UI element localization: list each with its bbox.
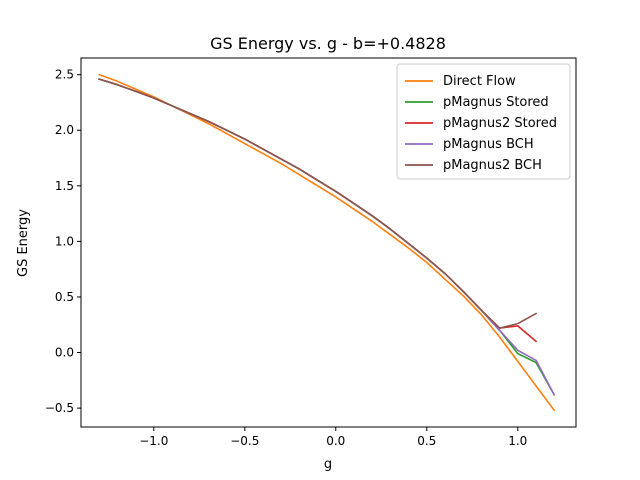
legend-label-pmagnus2-stored: pMagnus2 Stored (443, 116, 557, 131)
x-tick-label: −1.0 (139, 434, 168, 448)
legend-label-pmagnus-stored: pMagnus Stored (443, 95, 549, 110)
y-tick-label: 0.5 (55, 290, 74, 304)
series-layer (98, 73, 556, 412)
y-tick-label: 1.5 (55, 179, 74, 193)
y-tick-label: 2.0 (55, 123, 74, 137)
legend: Direct Flow pMagnus Stored pMagnus2 Stored… (396, 63, 571, 180)
x-tick-label: 1.0 (508, 434, 527, 448)
y-tick-label: 2.5 (55, 68, 74, 82)
chart-title: GS Energy vs. g - b=+0.4828 (210, 34, 446, 53)
y-tick-label: 0.0 (55, 346, 74, 360)
x-axis-ticks: −1.0 −0.5 0.0 0.5 1.0 (139, 427, 527, 448)
x-tick-label: −0.5 (230, 434, 259, 448)
legend-label-direct-flow: Direct Flow (443, 74, 516, 89)
y-tick-label: −0.5 (45, 401, 74, 415)
plot-frame (80, 57, 577, 428)
legend-label-pmagnus-bch: pMagnus BCH (443, 137, 534, 152)
y-axis-label: GS Energy (16, 209, 31, 277)
x-tick-label: 0.0 (326, 434, 345, 448)
legend-box (396, 63, 571, 180)
y-tick-label: 1.0 (55, 234, 74, 248)
y-axis-ticks: −0.5 0.0 0.5 1.0 1.5 2.0 2.5 (45, 68, 81, 415)
x-axis-label: g (324, 457, 332, 472)
legend-label-pmagnus2-bch: pMagnus2 BCH (443, 158, 542, 173)
series-line-pmagnus2-bch (98, 78, 538, 329)
x-tick-label: 0.5 (417, 434, 436, 448)
